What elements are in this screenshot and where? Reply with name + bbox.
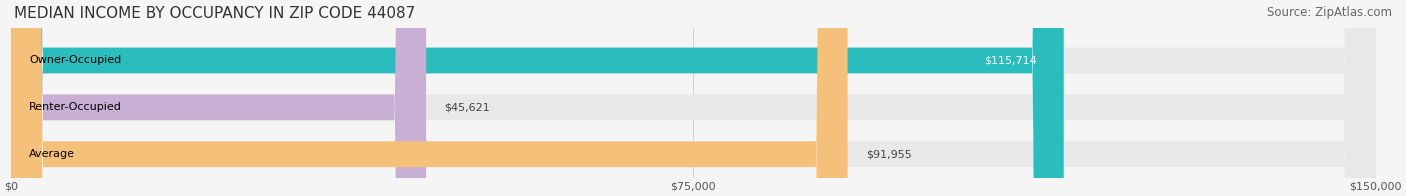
Text: $115,714: $115,714 [984, 55, 1036, 65]
Text: Source: ZipAtlas.com: Source: ZipAtlas.com [1267, 6, 1392, 19]
FancyBboxPatch shape [11, 0, 848, 196]
Text: $45,621: $45,621 [444, 102, 491, 112]
Text: MEDIAN INCOME BY OCCUPANCY IN ZIP CODE 44087: MEDIAN INCOME BY OCCUPANCY IN ZIP CODE 4… [14, 6, 415, 21]
Text: Owner-Occupied: Owner-Occupied [30, 55, 121, 65]
FancyBboxPatch shape [11, 0, 1375, 196]
FancyBboxPatch shape [11, 0, 1375, 196]
FancyBboxPatch shape [11, 0, 426, 196]
FancyBboxPatch shape [11, 0, 1064, 196]
Text: Average: Average [30, 149, 76, 159]
Text: $91,955: $91,955 [866, 149, 911, 159]
Text: Renter-Occupied: Renter-Occupied [30, 102, 122, 112]
FancyBboxPatch shape [11, 0, 1375, 196]
